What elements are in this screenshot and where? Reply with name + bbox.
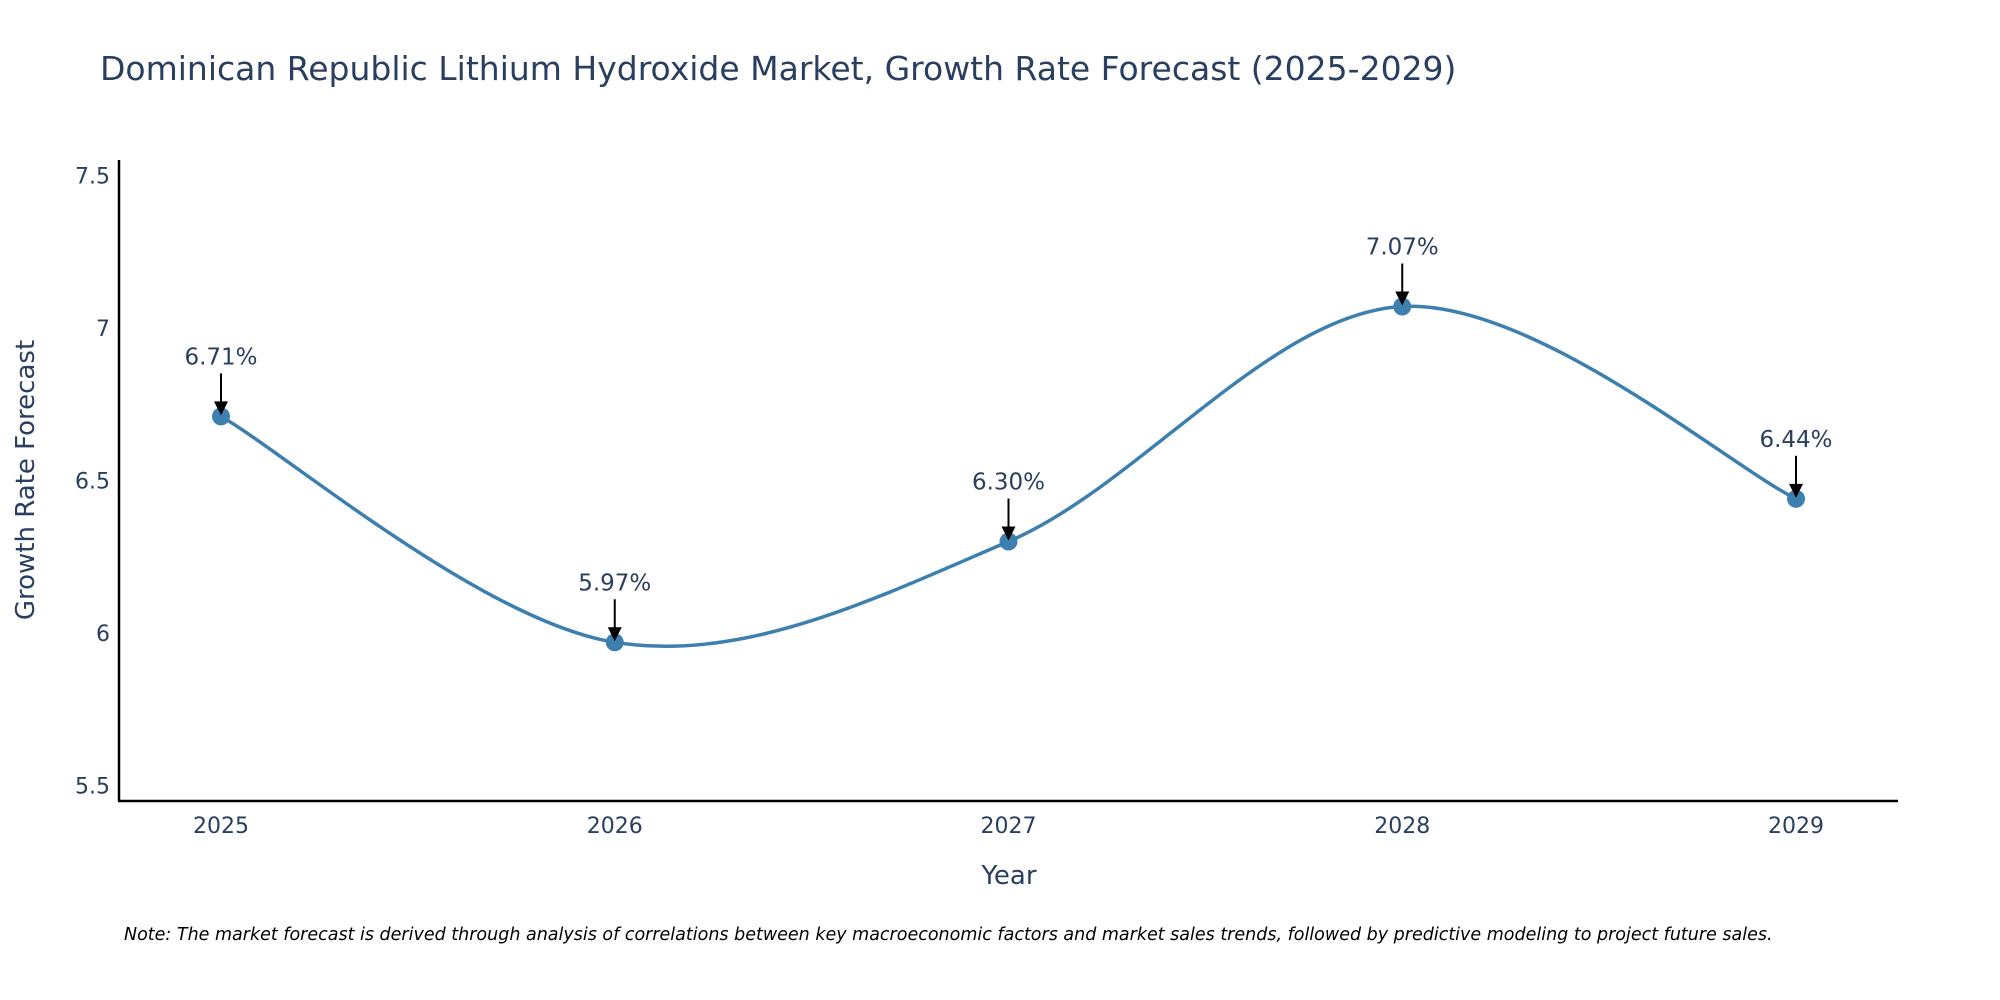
y-tick-label: 7.5 [75,164,110,189]
y-axis-title: Growth Rate Forecast [11,340,41,620]
data-point-marker[interactable] [999,532,1018,551]
x-tick-label: 2027 [981,814,1037,839]
annotation-arrow-head [1395,291,1410,306]
y-tick-label: 7 [96,317,110,342]
x-tick-label: 2029 [1768,814,1824,839]
data-label: 6.44% [1759,427,1832,453]
y-tick-label: 6 [96,622,110,647]
y-tick-label: 6.5 [75,470,110,495]
x-tick-label: 2026 [587,814,643,839]
data-label: 7.07% [1366,235,1439,261]
x-tick-label: 2028 [1374,814,1430,839]
plot-area: 6.71% 5.97% 6.30% 7.07% 6.44% [184,235,1833,652]
data-label: 5.97% [578,570,651,596]
annotation-arrow-head [607,627,622,642]
data-point-marker[interactable] [212,407,230,426]
x-axis-title: Year [980,861,1036,891]
annotation-arrow-head [1789,483,1803,498]
data-point-marker[interactable] [1393,297,1412,316]
forecast-note: Note: The market forecast is derived thr… [124,925,1773,945]
annotation-arrow-head [1001,526,1016,541]
annotation-arrow-head [214,401,228,416]
data-label: 6.30% [972,470,1045,496]
y-axis-ticks: 5.5 6 6.5 7 7.5 [75,164,110,799]
y-tick-label: 5.5 [75,775,110,800]
data-point-marker[interactable] [605,633,624,652]
x-axis-ticks: 2025 2026 2027 2028 2029 [193,814,1824,839]
x-tick-label: 2025 [193,814,249,839]
chart-title: Dominican Republic Lithium Hydroxide Mar… [100,49,1456,88]
data-label: 6.71% [184,344,257,370]
data-point-marker[interactable] [1787,489,1805,508]
